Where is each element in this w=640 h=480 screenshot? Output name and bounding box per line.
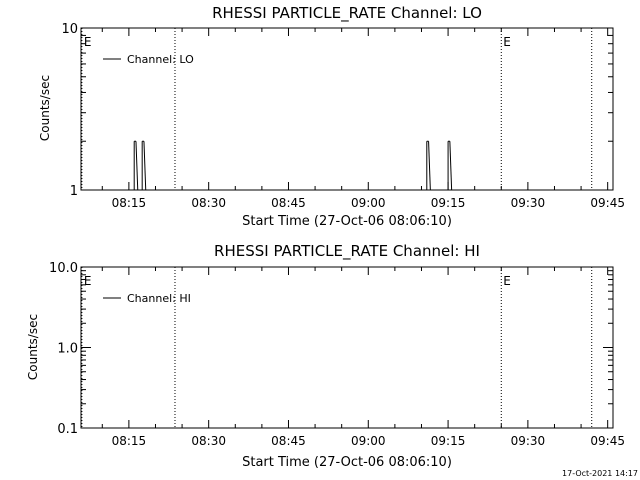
x-tick-label: 08:45 <box>271 434 306 448</box>
x-tick-label: 08:15 <box>112 196 147 210</box>
time-marker-label: E <box>84 35 92 49</box>
time-marker-label: E <box>84 274 92 288</box>
x-tick-label: 09:15 <box>431 434 466 448</box>
data-point <box>428 141 431 191</box>
x-tick-label: 08:15 <box>112 434 147 448</box>
x-tick-label: 09:45 <box>590 196 625 210</box>
y-tick-label: 10 <box>61 22 78 37</box>
chart-panel-lo: RHESSI PARTICLE_RATE Channel: LO Counts/… <box>38 4 625 229</box>
y-axis-label: Counts/sec <box>38 75 52 141</box>
x-tick-label: 09:45 <box>590 434 625 448</box>
x-axis-label: Start Time (27-Oct-06 08:06:10) <box>242 455 452 470</box>
footer-timestamp: 17-Oct-2021 14:17 <box>562 469 638 478</box>
y-axis-label: Counts/sec <box>26 314 40 380</box>
data-point <box>135 141 139 191</box>
legend-label: Channel: LO <box>127 53 194 66</box>
y-tick-label: 1 <box>70 184 78 199</box>
x-tick-label: 09:15 <box>431 196 466 210</box>
time-marker-label: E <box>503 274 511 288</box>
x-tick-label: 09:00 <box>351 196 386 210</box>
x-tick-label: 09:00 <box>351 434 386 448</box>
time-marker-label: E <box>503 35 511 49</box>
data-point <box>449 141 453 191</box>
y-tick-label: 0.1 <box>57 422 78 437</box>
x-tick-label: 09:30 <box>511 196 546 210</box>
y-tick-label: 1.0 <box>57 342 78 357</box>
chart-title: RHESSI PARTICLE_RATE Channel: LO <box>212 4 482 23</box>
x-tick-label: 09:30 <box>511 434 546 448</box>
y-tick-label: 10.0 <box>49 261 78 276</box>
chart-title: RHESSI PARTICLE_RATE Channel: HI <box>214 242 480 261</box>
chart-panel-hi: RHESSI PARTICLE_RATE Channel: HI Counts/… <box>26 242 625 470</box>
data-point <box>143 141 147 191</box>
x-axis-label: Start Time (27-Oct-06 08:06:10) <box>242 214 452 229</box>
x-tick-label: 08:30 <box>191 434 226 448</box>
plot-frame <box>80 27 614 191</box>
x-tick-label: 08:30 <box>191 196 226 210</box>
x-tick-label: 08:45 <box>271 196 306 210</box>
legend-label: Channel: HI <box>127 292 191 305</box>
